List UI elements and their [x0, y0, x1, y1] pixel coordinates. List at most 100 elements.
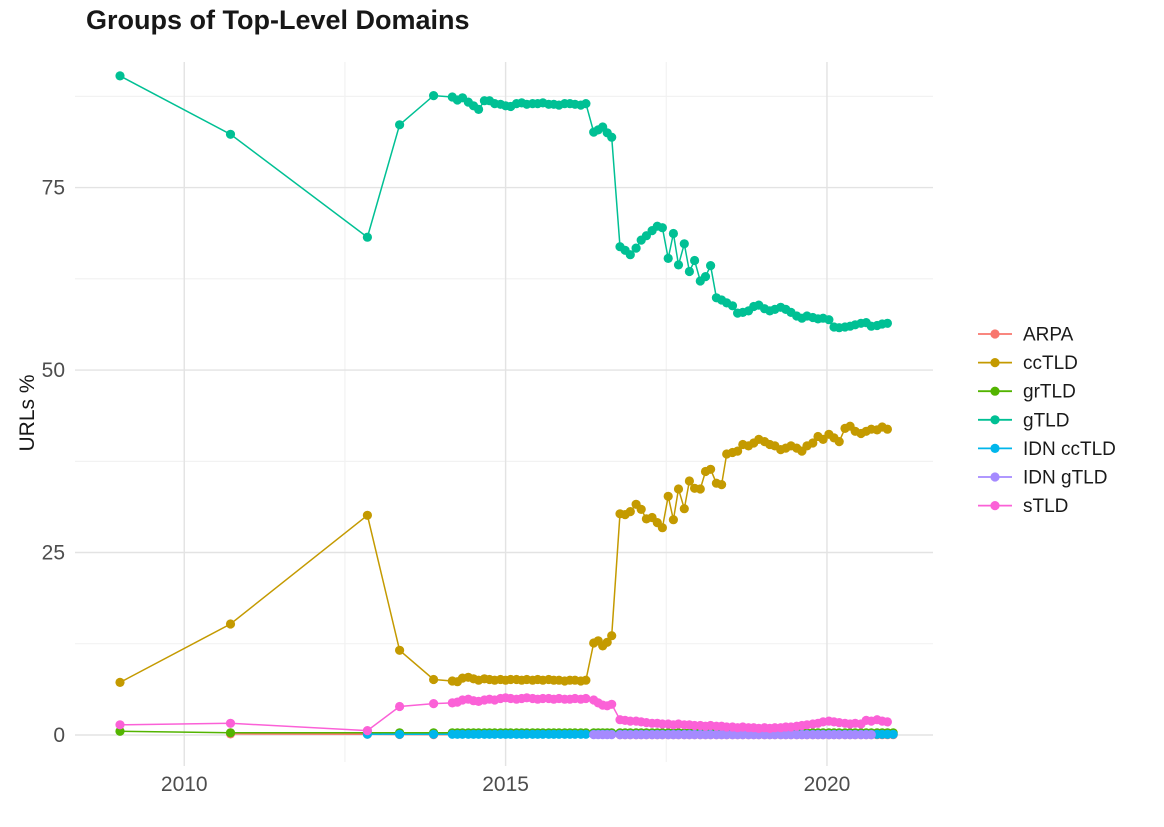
data-point: [581, 99, 591, 109]
y-tick-label: 75: [42, 177, 65, 200]
data-point: [225, 129, 236, 139]
y-tick-label: 0: [53, 724, 65, 747]
data-point: [663, 491, 673, 501]
data-point: [882, 717, 893, 727]
data-point: [581, 693, 591, 704]
data-point: [115, 726, 125, 736]
legend-label: IDN ccTLD: [1023, 439, 1116, 460]
legend-label: gTLD: [1023, 410, 1069, 431]
legend-key-dot: [990, 415, 1000, 425]
data-point: [429, 729, 439, 739]
data-point: [429, 699, 439, 709]
data-point: [808, 438, 818, 448]
data-point: [706, 261, 716, 271]
legend-item-cctld: ccTLD: [978, 353, 1078, 374]
series-gtld: [115, 71, 893, 333]
data-point: [888, 729, 898, 739]
data-point: [717, 480, 727, 490]
data-point: [657, 223, 668, 233]
data-point: [625, 507, 635, 517]
legend-key-dot: [990, 501, 1000, 511]
x-tick-label: 2015: [482, 773, 529, 796]
data-point: [225, 619, 236, 629]
legend-item-idn-cctld: IDN ccTLD: [978, 439, 1116, 460]
data-point: [684, 476, 695, 486]
data-point: [362, 232, 372, 242]
data-point: [673, 260, 684, 270]
data-point: [684, 266, 695, 277]
data-point: [727, 301, 738, 311]
data-point: [607, 132, 617, 142]
axis-tick-labels: 0 25 50 75 2010 2015 2020: [42, 177, 851, 796]
data-point: [607, 631, 617, 641]
y-tick-label: 50: [42, 359, 65, 382]
data-point: [690, 255, 700, 266]
data-point: [225, 728, 236, 738]
data-point: [581, 729, 591, 739]
data-point: [395, 729, 405, 739]
data-point: [866, 730, 876, 740]
data-point: [882, 318, 893, 328]
data-point: [700, 272, 711, 282]
data-point: [663, 253, 673, 263]
y-tick-label: 25: [42, 542, 65, 565]
data-point: [824, 315, 834, 325]
data-point: [395, 701, 405, 712]
data-point: [668, 228, 679, 239]
series-idn-gtld: [589, 730, 876, 740]
legend-key-dot: [990, 443, 1000, 453]
legend-label: IDN gTLD: [1023, 468, 1107, 489]
y-axis-title: URLs %: [16, 374, 39, 451]
legend-label: grTLD: [1023, 382, 1076, 403]
data-point: [429, 91, 439, 101]
data-point: [882, 424, 893, 434]
legend-item-idn-gtld: IDN gTLD: [978, 468, 1107, 489]
x-tick-label: 2010: [161, 773, 208, 796]
legend-label: ccTLD: [1023, 353, 1078, 374]
data-point: [636, 504, 646, 514]
data-point: [679, 504, 689, 514]
data-point: [115, 71, 125, 81]
data-point: [429, 674, 439, 685]
data-point: [395, 645, 405, 655]
series-stld: [115, 693, 893, 736]
data-point: [733, 446, 743, 456]
legend-key-dot: [990, 329, 1000, 339]
data-point: [673, 484, 684, 494]
data-point: [668, 515, 679, 525]
data-point: [695, 484, 705, 494]
legend-key-dot: [990, 472, 1000, 482]
legend-item-stld: sTLD: [978, 496, 1068, 517]
legend-item-grtld: grTLD: [978, 382, 1076, 403]
data-point: [706, 464, 716, 474]
data-point: [115, 720, 125, 730]
series-cctld: [115, 421, 893, 688]
data-point: [679, 239, 689, 249]
data-point: [474, 104, 484, 114]
data-point: [602, 637, 612, 647]
chart-title: Groups of Top-Level Domains: [86, 5, 470, 35]
x-tick-label: 2020: [804, 773, 851, 796]
legend-label: sTLD: [1023, 496, 1068, 517]
legend-key-dot: [990, 358, 1000, 368]
data-point: [362, 726, 372, 736]
legend: ARPA ccTLD grTLD gTLD IDN ccTLD IDN gTLD sTLD: [978, 325, 1116, 517]
legend-item-gtld: gTLD: [978, 410, 1069, 431]
data-point: [395, 120, 405, 130]
data-point: [225, 718, 236, 728]
data-point: [115, 677, 125, 688]
legend-key-dot: [990, 386, 1000, 396]
data-point: [607, 730, 617, 740]
data-point: [625, 250, 635, 260]
legend-item-arpa: ARPA: [978, 325, 1074, 346]
legend-label: ARPA: [1023, 325, 1074, 346]
data-point: [834, 437, 844, 447]
data-series: [115, 71, 898, 740]
data-point: [362, 510, 372, 520]
data-point: [631, 243, 641, 253]
data-point: [581, 675, 591, 685]
data-point: [607, 699, 617, 709]
